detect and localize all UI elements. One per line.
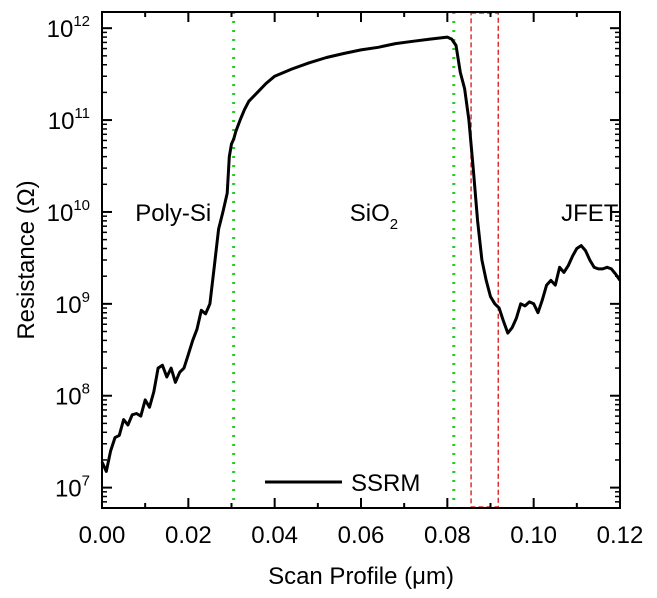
x-tick-label: 0.06 [338, 522, 385, 549]
x-axis-title: Scan Profile (μm) [268, 563, 454, 590]
y-tick-label: 1010 [47, 197, 90, 227]
x-axis: 0.00 0.02 0.04 0.06 0.08 0.10 0.12 [79, 12, 644, 549]
region-dividers [232, 12, 456, 508]
x-tick-label: 0.08 [424, 522, 471, 549]
y-axis: 107 108 109 1010 1011 1012 [47, 13, 620, 503]
legend-label: SSRM [351, 470, 420, 497]
y-tick-label: 109 [55, 289, 90, 319]
y-tick-label: 107 [55, 473, 90, 503]
x-tick-label: 0.10 [510, 522, 557, 549]
region-label: SiO2 [350, 200, 398, 233]
legend: SSRM [265, 470, 420, 497]
x-tick-label: 0.00 [79, 522, 126, 549]
region-labels: Poly-Si SiO2 JFET [135, 200, 619, 233]
x-tick-label: 0.04 [251, 522, 298, 549]
series-line-0 [100, 35, 622, 473]
region-label: JFET [561, 200, 619, 227]
x-tick-label: 0.02 [165, 522, 212, 549]
region-label: Poly-Si [135, 200, 211, 227]
y-tick-label: 108 [55, 381, 90, 411]
highlight-rect [470, 12, 500, 508]
y-axis-title: Resistance (Ω) [13, 180, 40, 339]
highlight-box [470, 12, 500, 508]
y-tick-label: 1011 [48, 105, 90, 135]
y-tick-label: 1012 [47, 13, 90, 43]
data-series [100, 35, 622, 473]
plot-frame [101, 11, 621, 509]
x-tick-label: 0.12 [597, 522, 644, 549]
